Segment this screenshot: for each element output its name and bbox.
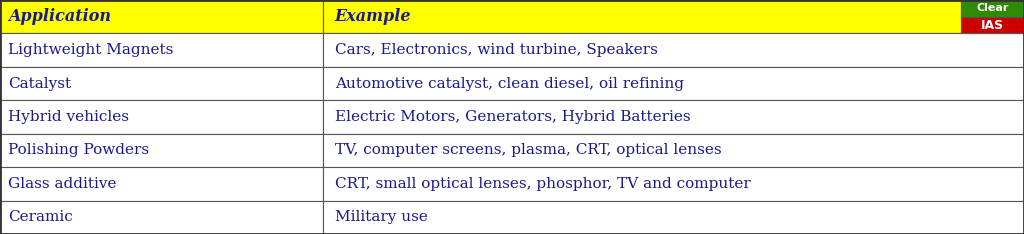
- Bar: [961, 17, 1024, 33]
- Text: Electric Motors, Generators, Hybrid Batteries: Electric Motors, Generators, Hybrid Batt…: [335, 110, 690, 124]
- Bar: [323, 67, 1024, 100]
- Text: Example: Example: [335, 8, 412, 25]
- Bar: [323, 33, 1024, 67]
- Bar: [323, 134, 1024, 167]
- Bar: [323, 167, 1024, 201]
- Text: Military use: Military use: [335, 210, 428, 224]
- Bar: [323, 201, 1024, 234]
- Text: IAS: IAS: [981, 18, 1004, 32]
- Bar: [0, 201, 323, 234]
- Bar: [0, 134, 323, 167]
- Text: Lightweight Magnets: Lightweight Magnets: [8, 43, 173, 57]
- Text: Automotive catalyst, clean diesel, oil refining: Automotive catalyst, clean diesel, oil r…: [335, 77, 684, 91]
- Bar: [0, 67, 323, 100]
- Bar: [0, 100, 323, 134]
- Bar: [323, 0, 961, 33]
- Bar: [0, 0, 323, 33]
- Text: Cars, Electronics, wind turbine, Speakers: Cars, Electronics, wind turbine, Speaker…: [335, 43, 657, 57]
- Text: Catalyst: Catalyst: [8, 77, 72, 91]
- Text: CRT, small optical lenses, phosphor, TV and computer: CRT, small optical lenses, phosphor, TV …: [335, 177, 751, 191]
- Bar: [323, 100, 1024, 134]
- Text: Hybrid vehicles: Hybrid vehicles: [8, 110, 129, 124]
- Text: Polishing Powders: Polishing Powders: [8, 143, 150, 157]
- Text: Ceramic: Ceramic: [8, 210, 73, 224]
- Bar: [0, 33, 323, 67]
- Bar: [0, 167, 323, 201]
- Text: Application: Application: [8, 8, 112, 25]
- Text: Glass additive: Glass additive: [8, 177, 117, 191]
- Bar: [961, 0, 1024, 17]
- Text: Clear: Clear: [976, 3, 1009, 13]
- Text: TV, computer screens, plasma, CRT, optical lenses: TV, computer screens, plasma, CRT, optic…: [335, 143, 722, 157]
